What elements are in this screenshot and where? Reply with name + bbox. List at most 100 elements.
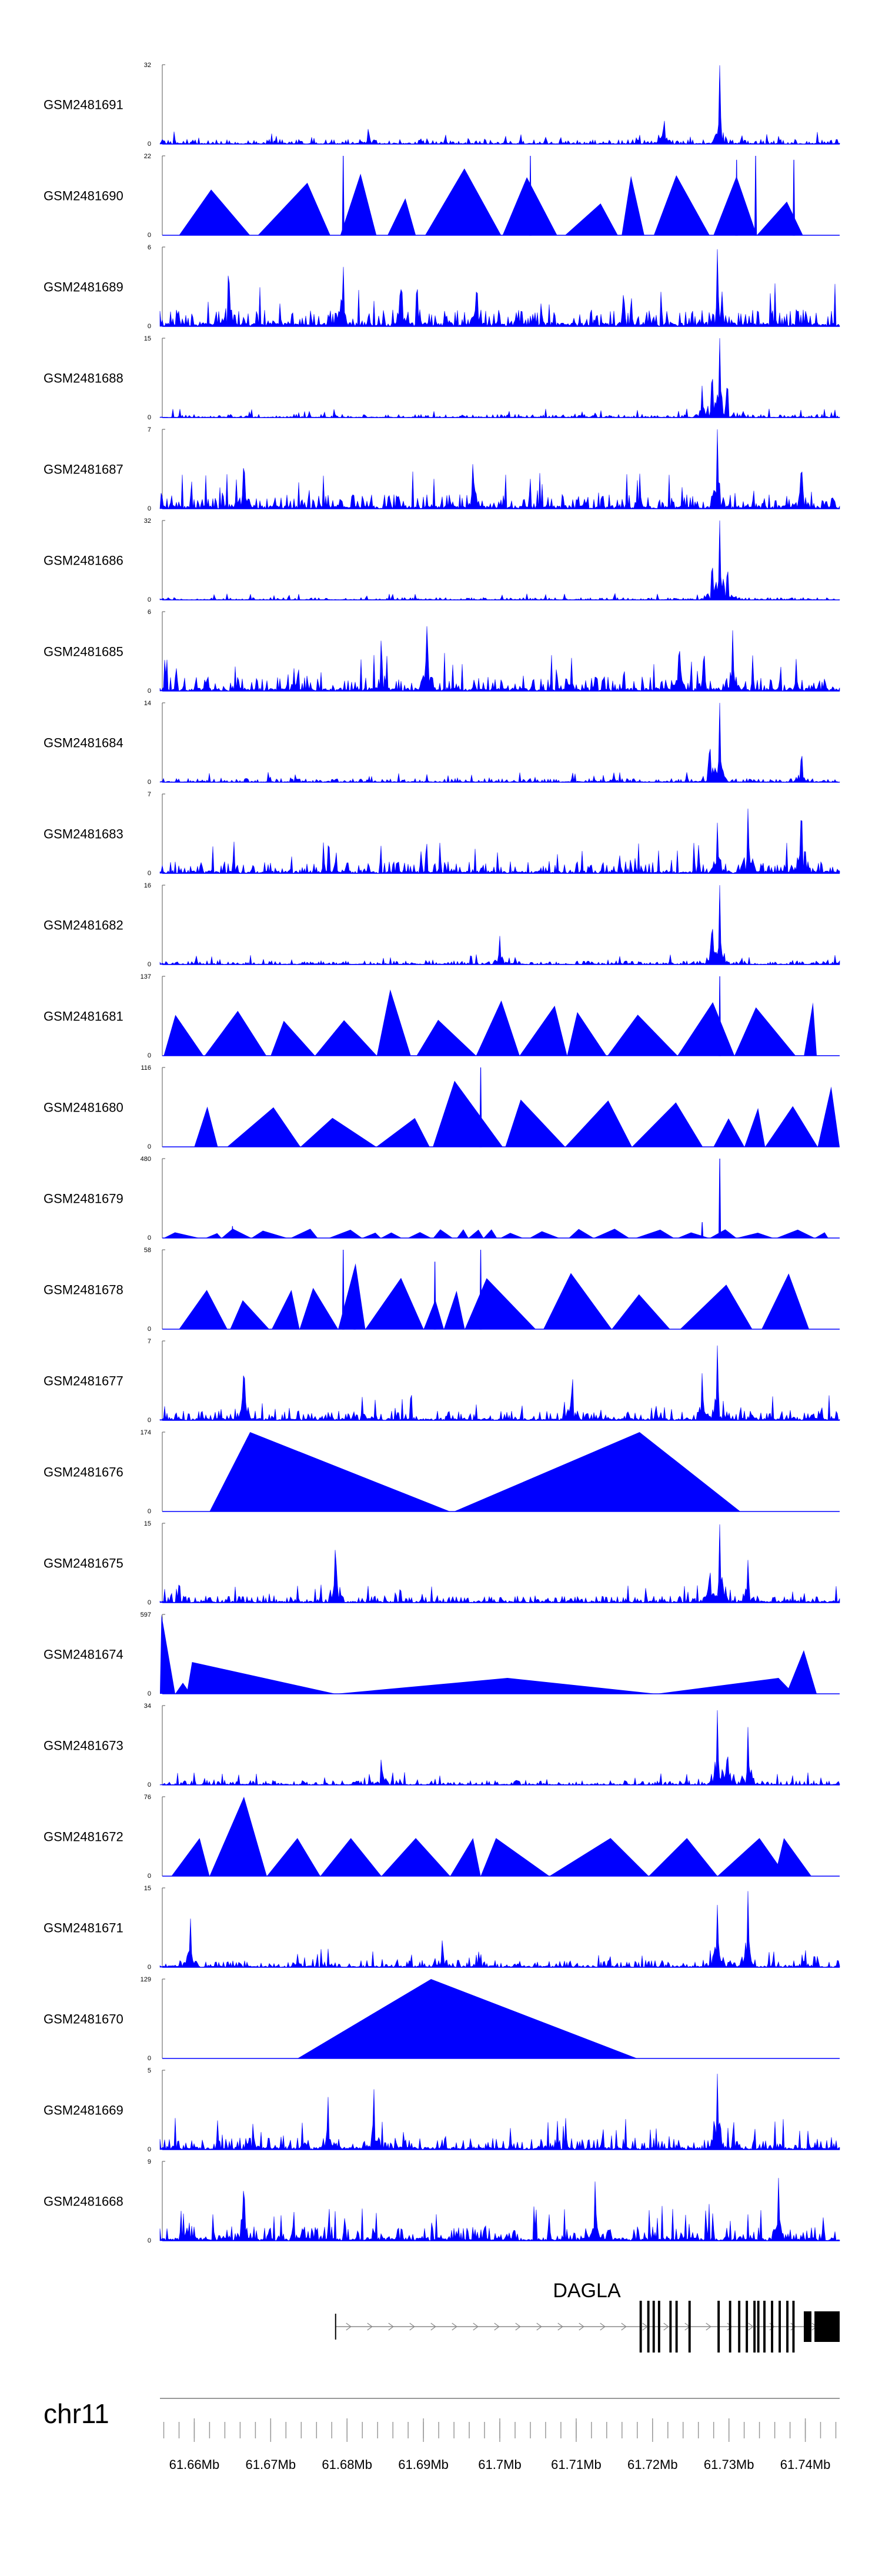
strand-arrow xyxy=(663,2323,669,2331)
coverage-triangle xyxy=(179,189,250,235)
strand-arrow xyxy=(706,2323,711,2331)
y-zero-label: 0 xyxy=(148,1143,151,1150)
exon xyxy=(652,2301,655,2353)
coverage-triangle xyxy=(505,1099,566,1147)
strand-arrow xyxy=(430,2323,436,2331)
coverage-triangle xyxy=(677,1002,735,1056)
signal-area xyxy=(159,249,840,327)
coverage-triangle xyxy=(320,1838,382,1876)
coverage-triangle xyxy=(230,1300,269,1329)
y-max-label: 6 xyxy=(148,244,151,251)
y-zero-label: 0 xyxy=(148,961,151,968)
coverage-triangle xyxy=(500,1233,523,1238)
coverage-triangle xyxy=(457,1229,469,1238)
coverage-triangle xyxy=(549,1838,649,1876)
strand-arrow xyxy=(790,2323,796,2331)
track-GSM2481671: GSM2481671 15 0 xyxy=(44,1885,840,1971)
coverage-triangle xyxy=(425,168,502,235)
signal-area xyxy=(159,429,840,510)
coverage-triangle xyxy=(765,1106,818,1147)
coverage-triangle xyxy=(300,1117,376,1147)
exon xyxy=(753,2301,756,2353)
y-zero-label: 0 xyxy=(148,2237,151,2244)
exon xyxy=(804,2311,811,2342)
coverage-triangle xyxy=(804,1002,817,1056)
track-label: GSM2481688 xyxy=(44,371,123,386)
coverage-triangle xyxy=(454,1432,741,1511)
track-label: GSM2481684 xyxy=(44,736,123,750)
y-zero-label: 0 xyxy=(148,1873,151,1880)
y-zero-label: 0 xyxy=(148,2146,151,2153)
y-zero-label: 0 xyxy=(148,1781,151,1788)
track-label: GSM2481683 xyxy=(44,827,123,842)
y-max-label: 6 xyxy=(148,609,151,616)
coverage-triangle xyxy=(612,1294,670,1329)
y-max-label: 32 xyxy=(144,62,151,69)
chromosome-label: chr11 xyxy=(44,2398,109,2429)
y-max-label: 7 xyxy=(148,791,151,798)
track-label: GSM2481686 xyxy=(44,553,123,568)
coverage-triangle xyxy=(632,1102,703,1147)
y-max-label: 32 xyxy=(144,518,151,525)
coverage-triangle xyxy=(529,1231,560,1238)
coverage-triangle xyxy=(814,1232,828,1238)
track-GSM2481681: GSM2481681 137 0 xyxy=(44,973,840,1059)
track-label: GSM2481670 xyxy=(44,2012,123,2027)
track-GSM2481687: GSM2481687 7 0 xyxy=(44,426,840,512)
coverage-spike xyxy=(479,1067,482,1147)
y-zero-label: 0 xyxy=(148,779,151,786)
y-zero-label: 0 xyxy=(148,870,151,877)
exon xyxy=(814,2311,840,2342)
coverage-triangle xyxy=(209,1797,267,1876)
exon xyxy=(738,2301,741,2353)
coverage-triangle xyxy=(335,1678,657,1694)
y-max-label: 15 xyxy=(144,1885,151,1892)
coverage-triangle xyxy=(433,1080,503,1147)
coverage-triangle xyxy=(297,1979,637,2058)
coverage-triangle xyxy=(567,1012,607,1056)
y-zero-label: 0 xyxy=(148,1508,151,1515)
track-label: GSM2481672 xyxy=(44,1830,123,1844)
y-max-label: 7 xyxy=(148,426,151,433)
y-zero-label: 0 xyxy=(148,323,151,330)
coverage-triangle xyxy=(450,1838,481,1876)
track-GSM2481678: GSM2481678 58 0 xyxy=(44,1247,840,1333)
axis-ticks: 61.66Mb 61.67Mb 61.68Mb 61.69Mb 61.7Mb 61.71M… xyxy=(163,2418,837,2472)
coverage-triangle xyxy=(290,1229,318,1238)
coverage-triangle xyxy=(680,1284,753,1329)
strand-arrow xyxy=(748,2323,754,2331)
strand-arrow xyxy=(452,2323,457,2331)
strand-arrow xyxy=(621,2323,627,2331)
strand-arrow xyxy=(494,2323,500,2331)
y-max-label: 14 xyxy=(144,700,151,707)
track-label: GSM2481685 xyxy=(44,645,123,659)
y-zero-label: 0 xyxy=(148,1417,151,1424)
track-GSM2481679: GSM2481679 480 0 xyxy=(44,1156,840,1242)
coverage-triangle xyxy=(713,1118,745,1147)
coverage-triangle xyxy=(315,1020,377,1056)
track-label: GSM2481671 xyxy=(44,1921,123,1936)
axis-tick-label: 61.67Mb xyxy=(245,2457,296,2472)
track-GSM2481690: GSM2481690 22 0 xyxy=(44,153,840,239)
y-zero-label: 0 xyxy=(148,1690,151,1697)
strand-arrow xyxy=(515,2323,521,2331)
track-GSM2481688: GSM2481688 15 0 xyxy=(44,335,840,421)
track-label: GSM2481691 xyxy=(44,98,123,112)
coverage-spike xyxy=(342,1249,345,1330)
axis-tick-label: 61.7Mb xyxy=(478,2457,521,2472)
coverage-spike xyxy=(353,1269,356,1330)
y-zero-label: 0 xyxy=(148,596,151,603)
coverage-triangle xyxy=(423,1299,444,1329)
y-zero-label: 0 xyxy=(148,1964,151,1971)
y-zero-label: 0 xyxy=(148,1052,151,1059)
coverage-triangle xyxy=(365,1277,424,1329)
exon xyxy=(792,2301,795,2353)
y-max-label: 16 xyxy=(144,882,151,889)
coverage-triangle xyxy=(713,176,757,235)
track-GSM2481668: GSM2481668 9 0 xyxy=(44,2158,840,2244)
exon xyxy=(779,2301,781,2353)
strand-arrow xyxy=(600,2323,606,2331)
track-GSM2481680: GSM2481680 116 0 xyxy=(44,1065,840,1150)
signal-tracks: GSM2481691320GSM2481690220GSM248168960GS… xyxy=(44,62,840,2244)
signal-area xyxy=(159,626,840,692)
